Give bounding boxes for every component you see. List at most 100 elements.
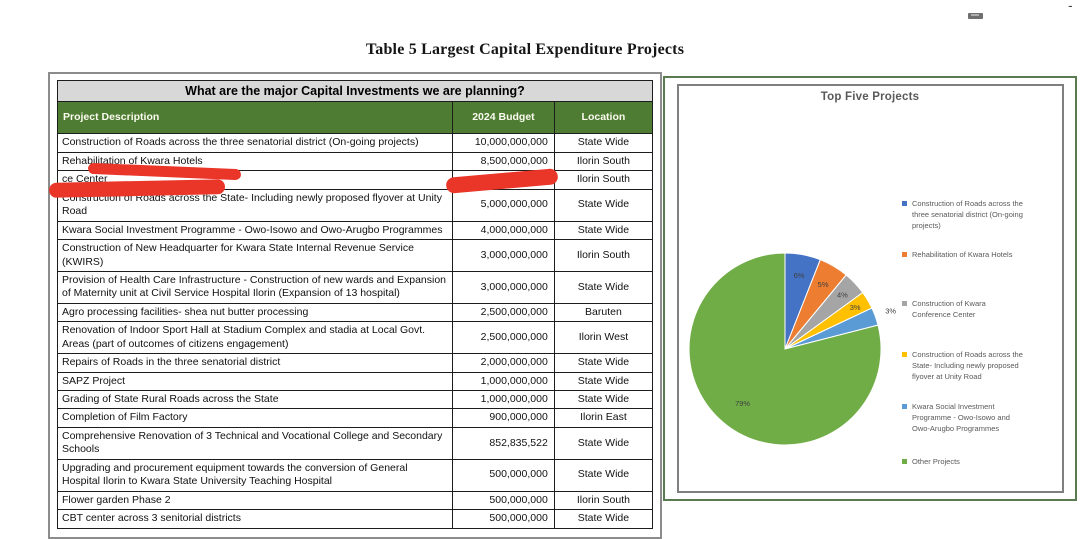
- column-header-project-description: Project Description: [56, 100, 454, 135]
- budget-cell: 500,000,000: [452, 490, 555, 511]
- scan-artifact-dash: -: [1068, 0, 1073, 13]
- table-row: Comprehensive Renovation of 3 Technical …: [56, 426, 654, 460]
- budget-cell: 10,000,000,000: [452, 133, 555, 153]
- project-description-cell: Completion of Film Factory: [56, 408, 454, 428]
- location-cell: State Wide: [553, 270, 654, 304]
- project-description-cell: Renovation of Indoor Sport Hall at Stadi…: [56, 321, 454, 355]
- budget-cell: 500,000,000: [452, 458, 555, 492]
- location-cell: State Wide: [553, 371, 654, 392]
- legend-label: Rehabilitation of Kwara Hotels: [912, 250, 1013, 259]
- budget-cell: 4,000,000,000: [452, 220, 555, 241]
- legend-item: Kwara Social Investment Programme - Owo-…: [902, 402, 1024, 435]
- legend-label: Construction of Kwara Conference Center: [912, 299, 986, 319]
- pie-chart: 6%5%4%3% 3%79%: [688, 252, 896, 446]
- budget-cell: 900,000,000: [452, 408, 555, 428]
- legend-label: Other Projects: [912, 457, 960, 466]
- legend-swatch-icon: [902, 404, 907, 409]
- location-cell: Ilorin East: [553, 408, 654, 428]
- table-question-header-row: What are the major Capital Investments w…: [57, 80, 653, 102]
- legend-label: Construction of Roads across the three s…: [912, 199, 1023, 230]
- table-row: Construction of Roads across the three s…: [56, 133, 654, 153]
- location-cell: Baruten: [553, 302, 654, 323]
- table-row: CBT center across 3 senitorial districts…: [56, 509, 654, 529]
- legend-label: Kwara Social Investment Programme - Owo-…: [912, 402, 1010, 433]
- project-description-cell: Provision of Health Care Infrastructure …: [56, 270, 454, 304]
- location-cell: State Wide: [553, 389, 654, 410]
- column-header-2024-budget: 2024 Budget: [452, 100, 555, 135]
- pie-slice-label: 6%: [794, 271, 805, 280]
- location-cell: State Wide: [553, 220, 654, 241]
- location-cell: Ilorin South: [553, 151, 654, 172]
- project-description-cell: Construction of New Headquarter for Kwar…: [56, 239, 454, 272]
- page-title: Table 5 Largest Capital Expenditure Proj…: [365, 41, 685, 58]
- table-row: Provision of Health Care Infrastructure …: [56, 270, 654, 304]
- legend-item: Construction of Kwara Conference Center: [902, 299, 1024, 321]
- legend-swatch-icon: [902, 459, 907, 464]
- column-header-location: Location: [553, 100, 654, 135]
- budget-cell: 3,000,000,000: [452, 239, 555, 272]
- table-body: Construction of Roads across the three s…: [56, 133, 654, 529]
- scan-artifact-smudge: [968, 13, 983, 19]
- budget-cell: 2,500,000,000: [452, 302, 555, 323]
- table-row: Construction of New Headquarter for Kwar…: [56, 239, 654, 272]
- legend-item: Construction of Roads across the State- …: [902, 350, 1024, 383]
- location-cell: State Wide: [553, 353, 654, 373]
- budget-cell: 500,000,000: [452, 509, 555, 529]
- location-cell: State Wide: [553, 509, 654, 529]
- pie-slice-label: 5%: [818, 280, 829, 289]
- table-column-header-row: Project Description 2024 Budget Location: [56, 100, 654, 135]
- legend-item: Construction of Roads across the three s…: [902, 199, 1024, 232]
- budget-cell: 1,000,000,000: [452, 371, 555, 392]
- location-cell: Ilorin South: [553, 490, 654, 511]
- legend-swatch-icon: [902, 201, 907, 206]
- pie-slice-label: 3%: [850, 303, 861, 312]
- pie-slice-label: 3%: [885, 307, 896, 316]
- project-description-cell: Comprehensive Renovation of 3 Technical …: [56, 426, 454, 460]
- legend-swatch-icon: [902, 352, 907, 357]
- table-row: SAPZ Project 1,000,000,000 State Wide: [56, 371, 654, 392]
- table-row: Completion of Film Factory 900,000,000 Ilo…: [56, 408, 654, 428]
- project-description-cell: SAPZ Project: [56, 371, 454, 392]
- location-cell: Ilorin South: [553, 239, 654, 272]
- table-row: Flower garden Phase 2 500,000,000 Ilorin S…: [56, 490, 654, 511]
- legend-swatch-icon: [902, 252, 907, 257]
- table-row: Kwara Social Investment Programme - Owo-…: [56, 220, 654, 241]
- location-cell: Ilorin West: [553, 321, 654, 355]
- project-description-cell: Upgrading and procurement equipment towa…: [56, 458, 454, 492]
- table-row: Upgrading and procurement equipment towa…: [56, 458, 654, 492]
- table-row: Repairs of Roads in the three senatorial…: [56, 353, 654, 373]
- location-cell: Ilorin South: [553, 170, 654, 190]
- budget-cell: 8,500,000,000: [452, 151, 555, 172]
- pie-slice-label: 4%: [837, 291, 848, 300]
- top-five-projects-chart-panel: Top Five Projects 6% 5% 4% 3% 3% 79% Construc…: [663, 76, 1077, 501]
- budget-cell: 852,835,522: [452, 426, 555, 460]
- table-row: Renovation of Indoor Sport Hall at Stadi…: [56, 321, 654, 355]
- budget-cell: 5,000,000,000: [452, 188, 555, 222]
- project-description-cell: Agro processing facilities- shea nut but…: [56, 302, 454, 323]
- budget-cell: 2,500,000,000: [452, 321, 555, 355]
- budget-cell: 1,000,000,000: [452, 389, 555, 410]
- budget-cell: 3,000,000,000: [452, 270, 555, 304]
- legend-swatch-icon: [902, 301, 907, 306]
- pie-slice-label: 79%: [735, 399, 750, 408]
- project-description-cell: Kwara Social Investment Programme - Owo-…: [56, 220, 454, 241]
- capital-investments-table-panel: What are the major Capital Investments w…: [48, 72, 662, 539]
- location-cell: State Wide: [553, 426, 654, 460]
- table-row: Agro processing facilities- shea nut but…: [56, 302, 654, 323]
- location-cell: State Wide: [553, 133, 654, 153]
- project-description-cell: Flower garden Phase 2: [56, 490, 454, 511]
- capital-investments-table: What are the major Capital Investments w…: [56, 80, 654, 529]
- project-description-cell: Construction of Roads across the three s…: [56, 133, 454, 153]
- location-cell: State Wide: [553, 458, 654, 492]
- table-row: Grading of State Rural Roads across the …: [56, 389, 654, 410]
- budget-cell: 2,000,000,000: [452, 353, 555, 373]
- legend-item: Other Projects: [902, 457, 960, 468]
- location-cell: State Wide: [553, 188, 654, 222]
- legend-item: Rehabilitation of Kwara Hotels: [902, 250, 1012, 261]
- project-description-cell: CBT center across 3 senitorial districts: [56, 509, 454, 529]
- table-question-header: What are the major Capital Investments w…: [57, 80, 653, 102]
- pie-slice: [688, 252, 882, 446]
- project-description-cell: Grading of State Rural Roads across the …: [56, 389, 454, 410]
- project-description-cell: Repairs of Roads in the three senatorial…: [56, 353, 454, 373]
- legend-label: Construction of Roads across the State- …: [912, 350, 1023, 381]
